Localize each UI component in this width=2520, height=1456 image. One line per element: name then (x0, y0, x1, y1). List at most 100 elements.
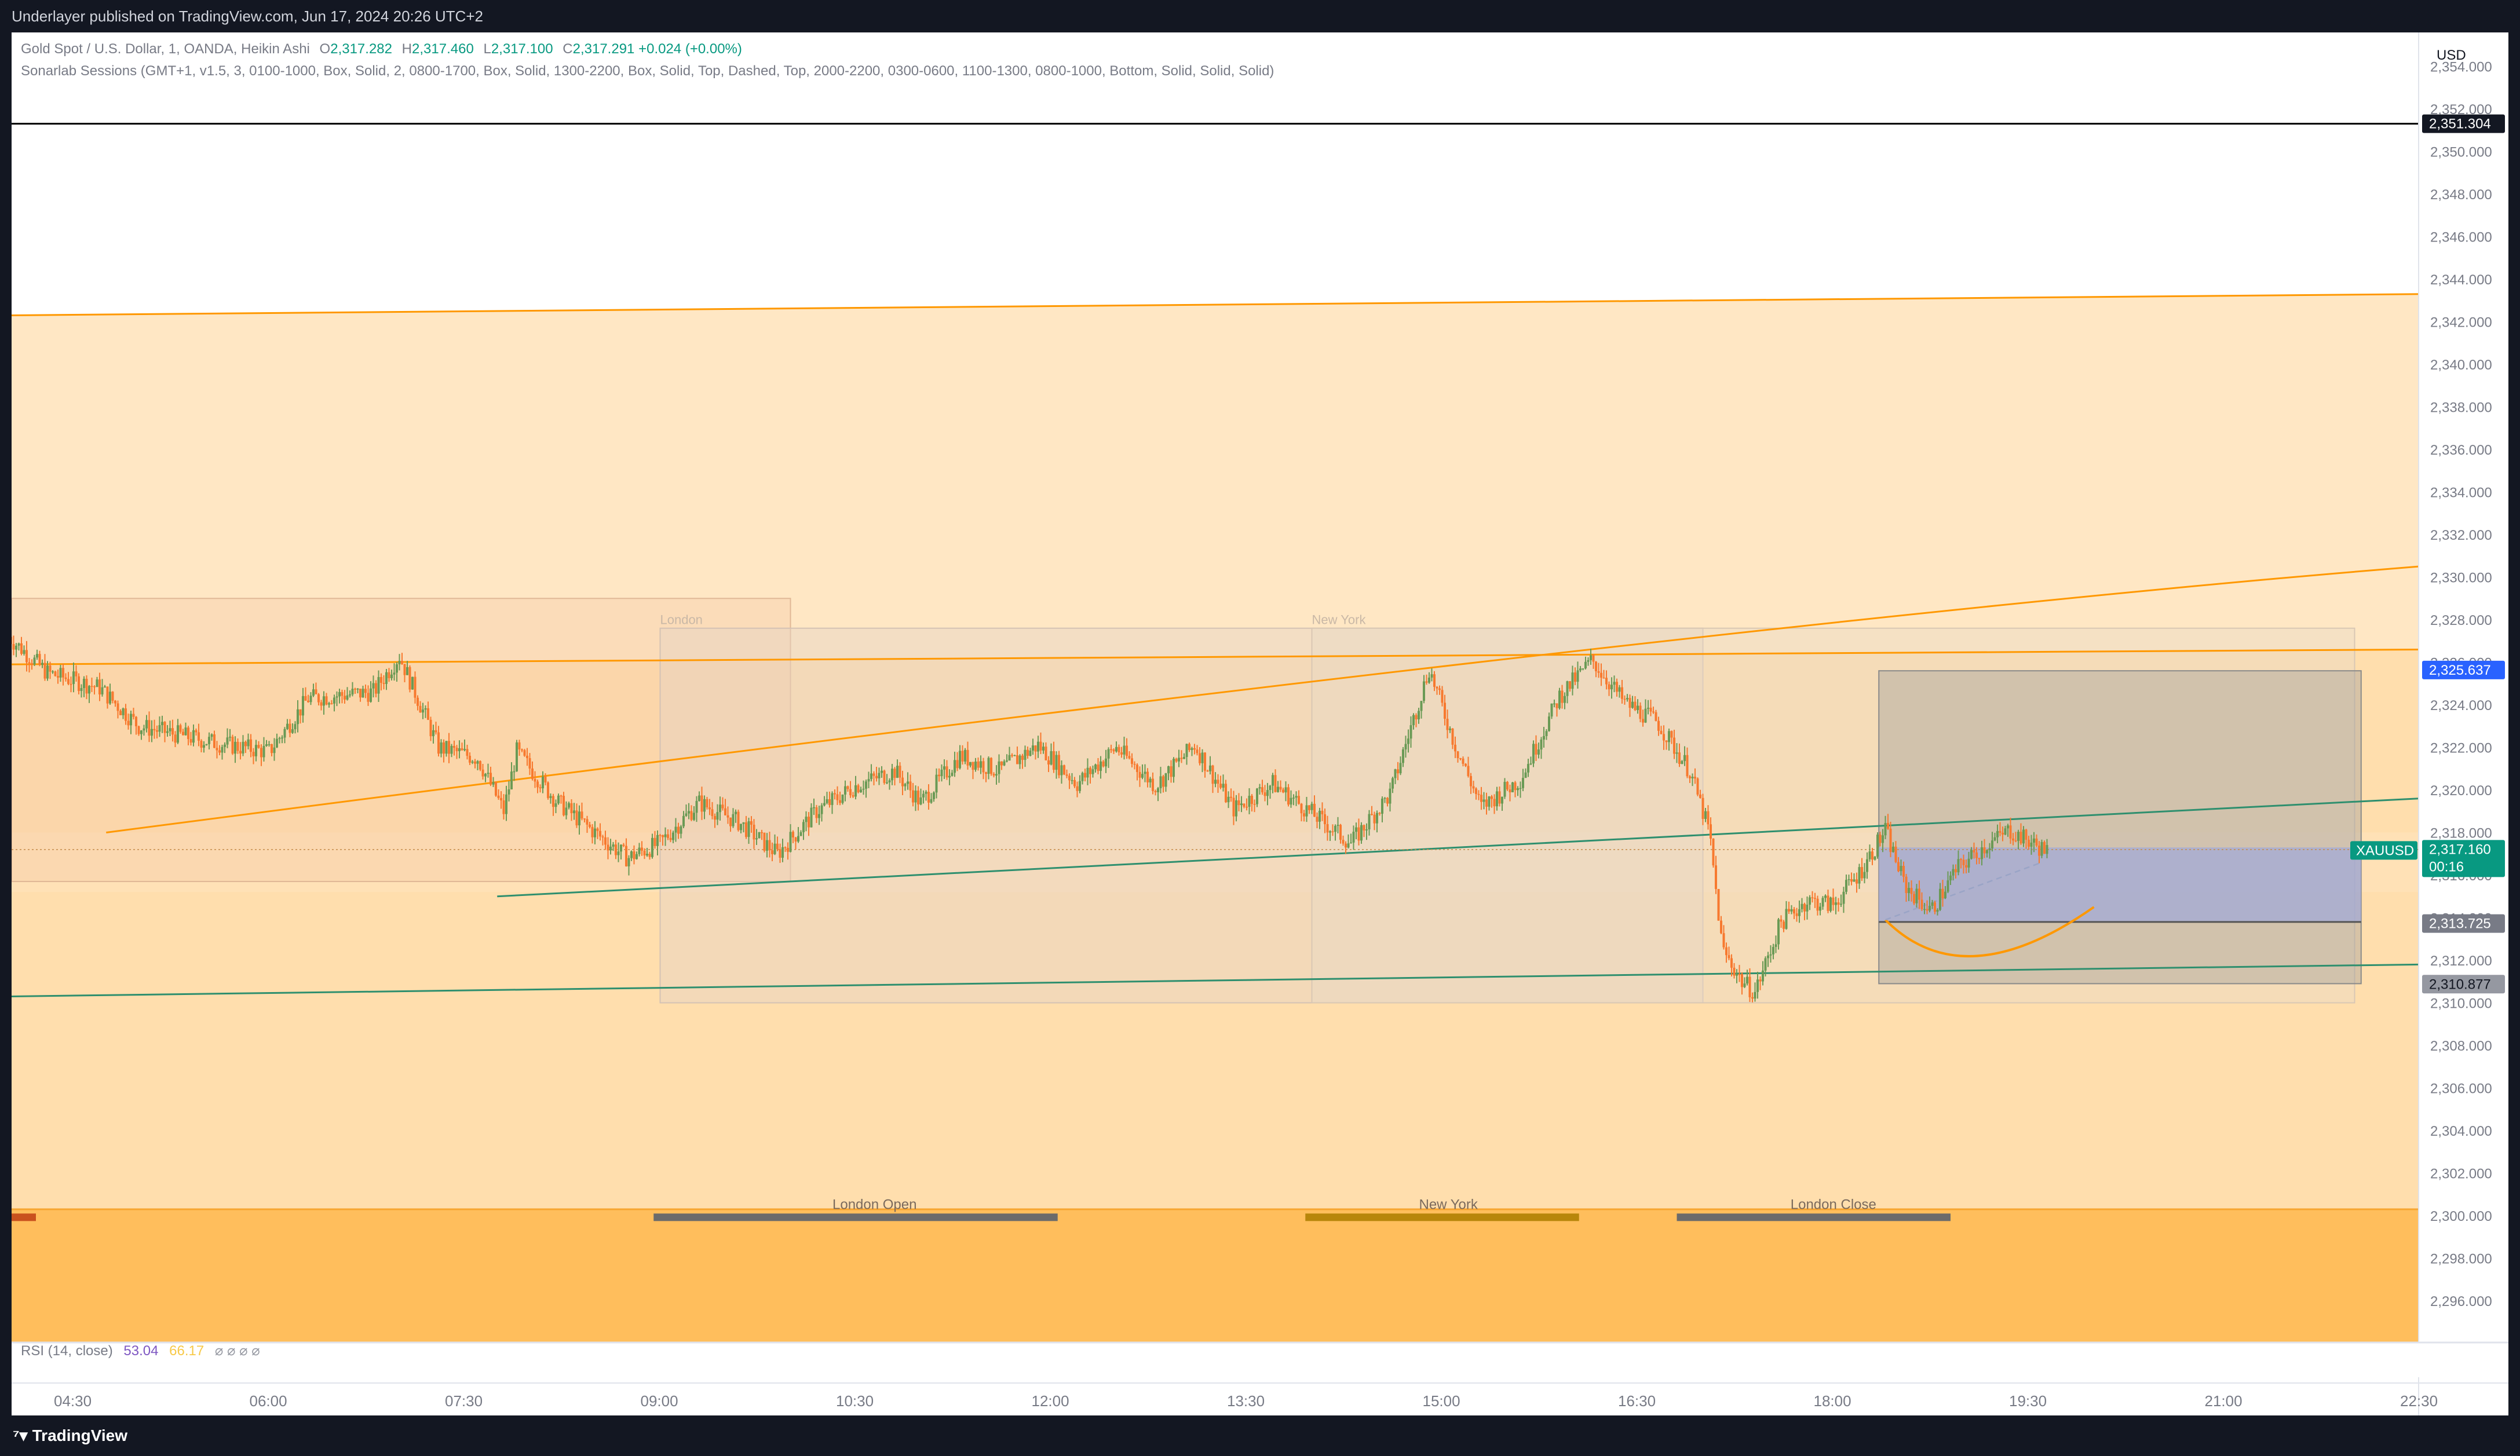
candle-body (125, 708, 127, 721)
candle-body (896, 766, 899, 778)
candle-body (901, 777, 904, 786)
candle-body (1290, 797, 1292, 805)
candle-body (1746, 976, 1748, 984)
chart-frame[interactable]: London New York London Open New York London … (12, 32, 2508, 1415)
candle-body (1331, 831, 1334, 832)
price-tick-label: 2,346.000 (2430, 230, 2492, 246)
candle-body (820, 805, 823, 814)
candle-body (1616, 682, 1618, 692)
price-tag (2422, 975, 2505, 994)
candle-body (1274, 775, 1277, 792)
candle-body (651, 837, 653, 857)
candle-body (1514, 782, 1517, 791)
candle-body (849, 789, 852, 796)
candle-body (904, 784, 907, 786)
price-tag (2422, 840, 2505, 877)
candle-body (1863, 872, 1866, 879)
price-tag-label: 2,313.725 (2429, 916, 2491, 932)
price-tick-label: 2,318.000 (2430, 826, 2492, 842)
candle-body (315, 689, 317, 694)
candle-body (283, 729, 286, 738)
candle-body (1493, 799, 1496, 807)
candle-body (1548, 716, 1550, 731)
candle-body (1720, 920, 1722, 934)
price-tick-label: 2,304.000 (2430, 1124, 2492, 1139)
candle-body (1829, 897, 1832, 911)
candle-body (1996, 831, 1999, 837)
candle-body (1037, 741, 1039, 752)
candle-body (1527, 764, 1529, 773)
rsi-legend[interactable]: RSI (14, close) 53.04 66.17 ⌀ ⌀ ⌀ ⌀ (21, 1342, 260, 1359)
candle-body (745, 822, 747, 837)
candle-body (1196, 749, 1199, 753)
orange-mid-line (12, 648, 2419, 665)
candle-body (539, 787, 542, 789)
candle-body (1386, 797, 1389, 804)
candle-body (1313, 803, 1316, 817)
candle-body (1602, 678, 1605, 679)
publish-info: Underlayer published on TradingView.com,… (12, 8, 483, 25)
candle-body (85, 679, 88, 694)
candle-body (966, 749, 969, 766)
candle-body (943, 766, 945, 770)
candle-body (224, 744, 226, 747)
candle-body (20, 643, 23, 654)
candle-body (846, 786, 849, 789)
candle-body (1652, 711, 1655, 713)
candle-body (1199, 753, 1201, 763)
candle-body (1668, 731, 1670, 742)
candle-body (1952, 869, 1955, 876)
price-tick-label: 2,300.000 (2430, 1209, 2492, 1224)
candle-body (700, 795, 703, 812)
candle-body (25, 650, 28, 663)
price-chart[interactable]: London New York London Open New York London … (12, 32, 2508, 1415)
candle-body (1509, 789, 1511, 792)
candle-body (476, 761, 479, 764)
indicator-legend[interactable]: Sonarlab Sessions (GMT+1, v1.5, 3, 0100-… (21, 63, 1274, 79)
asia-killzone-bar (12, 1213, 36, 1221)
candle-body (1783, 921, 1785, 929)
candle-body (1824, 895, 1827, 898)
candle-body (1217, 780, 1219, 784)
candle-body (622, 844, 625, 846)
candle-body (513, 771, 516, 773)
candle-body (403, 664, 406, 675)
currency-label[interactable]: USD (2437, 47, 2466, 63)
candle-body (424, 708, 427, 710)
candle-body (998, 761, 1000, 774)
price-tick-label: 2,334.000 (2430, 485, 2492, 501)
candle-body (706, 799, 708, 808)
candle-body (690, 811, 693, 820)
candle-body (641, 847, 643, 851)
candle-body (1975, 852, 1978, 858)
candle-body (714, 815, 716, 820)
candle-body (1986, 850, 1988, 854)
candle-body (492, 782, 495, 785)
candle-body (1305, 805, 1308, 817)
time-tick-label: 22:30 (2400, 1392, 2438, 1410)
candle-body (291, 729, 294, 733)
candle-body (516, 742, 518, 771)
candle-body (789, 832, 792, 852)
candle-body (758, 832, 761, 839)
candle-body (925, 792, 927, 794)
candle-body (1462, 758, 1464, 764)
candle-body (836, 794, 839, 800)
candle-body (528, 758, 531, 769)
candle-body (810, 807, 813, 828)
candle-body (839, 800, 841, 803)
candle-body (1183, 757, 1185, 759)
candle-body (2046, 845, 2048, 854)
candle-body (361, 689, 364, 698)
tradingview-logo[interactable]: ⁷▾ TradingView (13, 1415, 127, 1456)
candle-body (1185, 744, 1188, 758)
candle-body (309, 696, 312, 703)
price-tick-label: 2,324.000 (2430, 698, 2492, 714)
candle-body (547, 782, 549, 798)
candle-body (304, 696, 307, 701)
candle-body (531, 768, 534, 780)
candle-body (106, 686, 109, 704)
candle-body (281, 737, 283, 739)
candle-body (1287, 787, 1290, 805)
candle-body (1788, 909, 1790, 912)
